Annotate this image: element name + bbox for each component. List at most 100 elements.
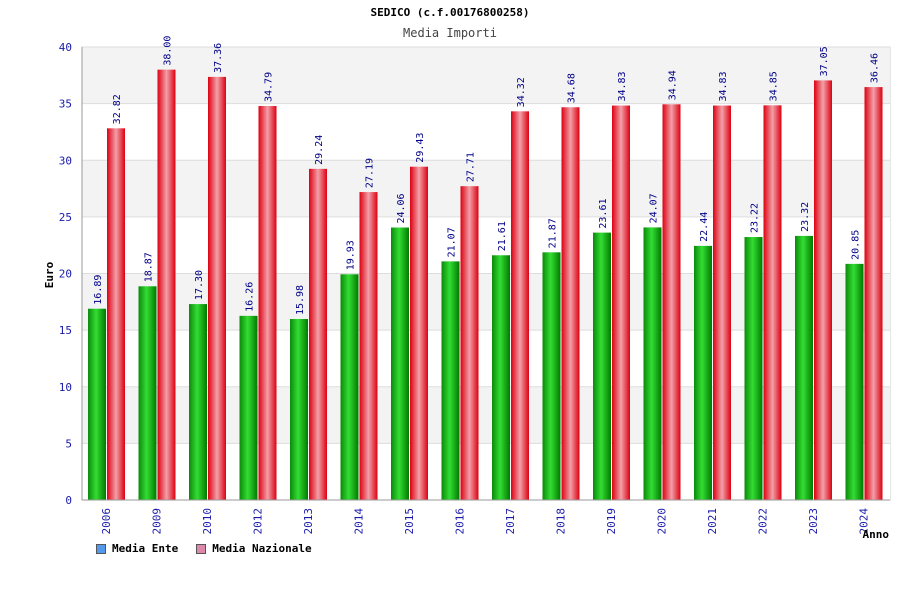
x-tick-label: 2012 (252, 508, 265, 535)
x-tick-label: 2019 (605, 508, 618, 535)
x-tick-label: 2021 (706, 508, 719, 535)
bar-media-ente (340, 274, 359, 500)
bar-media-nazionale (309, 168, 327, 500)
legend-item-media-ente: Media Ente (96, 542, 178, 555)
x-tick-label: 2006 (100, 508, 113, 535)
value-label-media-ente: 17.30 (194, 270, 205, 300)
value-label-media-nazionale: 34.32 (516, 77, 527, 107)
bar-media-nazionale (107, 128, 125, 500)
x-tick-label: 2009 (151, 508, 164, 535)
bar-media-nazionale (561, 107, 580, 501)
bar-media-nazionale (511, 111, 529, 501)
bar-media-nazionale (864, 87, 883, 500)
bar-media-ente (643, 227, 662, 500)
value-label-media-ente: 19.93 (346, 240, 357, 270)
y-tick-label: 5 (65, 437, 72, 450)
y-tick-label: 10 (59, 381, 72, 394)
value-label-media-nazionale: 29.24 (314, 135, 325, 165)
value-label-media-nazionale: 36.46 (870, 53, 881, 83)
value-label-media-nazionale: 29.43 (415, 133, 426, 163)
bar-media-nazionale (258, 106, 277, 501)
value-label-media-ente: 24.06 (396, 193, 407, 223)
legend-label-media-nazionale: Media Nazionale (212, 542, 312, 555)
bar-media-nazionale (359, 192, 378, 501)
y-tick-label: 30 (59, 154, 72, 167)
value-label-media-nazionale: 37.36 (213, 43, 224, 73)
value-label-media-ente: 16.89 (93, 275, 104, 305)
x-tick-label: 2022 (757, 508, 770, 535)
x-tick-label: 2016 (454, 508, 467, 535)
bar-media-ente (391, 227, 409, 500)
value-label-media-ente: 21.61 (497, 221, 508, 251)
y-tick-label: 15 (59, 324, 72, 337)
x-tick-label: 2020 (656, 508, 669, 535)
legend-item-media-nazionale: Media Nazionale (196, 542, 312, 555)
bar-media-nazionale (208, 76, 226, 500)
bar-media-ente (845, 263, 864, 500)
y-tick-label: 25 (59, 211, 72, 224)
bar-media-nazionale (410, 166, 428, 500)
value-label-media-ente: 23.22 (750, 203, 761, 233)
value-label-media-nazionale: 34.94 (668, 70, 679, 100)
bar-media-nazionale (763, 105, 782, 500)
legend-label-media-ente: Media Ente (112, 542, 179, 555)
legend: Media Ente Media Nazionale (96, 542, 312, 555)
value-label-media-nazionale: 32.82 (112, 94, 123, 124)
bar-media-ente (441, 261, 460, 500)
chart-subtitle: Media Importi (403, 26, 497, 40)
value-label-media-nazionale: 38.00 (163, 36, 174, 66)
value-label-media-nazionale: 34.83 (617, 71, 628, 101)
y-tick-label: 20 (59, 268, 72, 281)
value-labels: 16.89 32.82 18.87 38.00 17.30 37.36 16.26 34.79… (93, 36, 881, 315)
bar-media-ente (744, 237, 763, 500)
value-label-media-nazionale: 37.05 (819, 46, 830, 76)
chart-title: SEDICO (c.f.00176800258) (371, 6, 530, 19)
x-tick-label: 2010 (201, 508, 214, 535)
x-tick-label: 2013 (302, 508, 315, 535)
bar-media-ente (88, 308, 106, 500)
value-label-media-ente: 22.44 (699, 212, 710, 242)
value-label-media-ente: 23.32 (800, 202, 811, 232)
x-tick-label: 2023 (807, 508, 820, 535)
bar-media-nazionale (814, 80, 832, 500)
value-label-media-nazionale: 27.19 (365, 158, 376, 188)
x-tick-label: 2017 (504, 508, 517, 535)
y-axis: 0 5 10 15 20 25 30 35 40 (59, 41, 83, 507)
value-label-media-ente: 24.07 (649, 193, 660, 223)
x-axis-label: Anno (863, 528, 890, 541)
bar-media-nazionale (612, 105, 630, 501)
value-label-media-ente: 23.61 (598, 199, 609, 229)
value-label-media-nazionale: 27.71 (466, 152, 477, 182)
legend-swatch-media-ente (96, 543, 106, 554)
bar-media-ente (694, 245, 712, 500)
value-label-media-ente: 21.07 (447, 227, 458, 257)
y-tick-label: 40 (59, 41, 72, 54)
value-label-media-ente: 16.26 (245, 282, 256, 312)
x-tick-label: 2014 (353, 508, 366, 535)
bar-media-ente (138, 286, 157, 500)
x-axis: 2006 2009 2010 2012 2013 2014 2015 2016 2017 2018… (82, 499, 890, 535)
bar-media-ente (290, 319, 308, 500)
bar-media-nazionale (713, 105, 731, 501)
value-label-media-ente: 21.87 (548, 218, 559, 248)
bars (88, 69, 883, 501)
bar-media-nazionale (157, 69, 176, 501)
bar-media-ente (189, 304, 207, 500)
y-tick-label: 0 (65, 494, 72, 507)
y-axis-label: Euro (43, 261, 56, 288)
bar-media-nazionale (662, 104, 681, 500)
x-tick-label: 2024 (858, 508, 871, 535)
legend-swatch-media-nazionale (196, 543, 207, 554)
x-tick-label: 2018 (555, 508, 568, 535)
value-label-media-ente: 15.98 (295, 285, 306, 315)
bar-media-ente (795, 235, 813, 500)
value-label-media-nazionale: 34.83 (718, 71, 729, 101)
bar-media-ente (542, 252, 561, 500)
bar-media-ente (492, 255, 510, 500)
value-label-media-nazionale: 34.79 (264, 72, 275, 102)
bar-media-ente (593, 232, 611, 500)
value-label-media-ente: 20.85 (851, 230, 862, 260)
bar-media-nazionale (460, 186, 479, 500)
value-label-media-nazionale: 34.85 (769, 71, 780, 101)
